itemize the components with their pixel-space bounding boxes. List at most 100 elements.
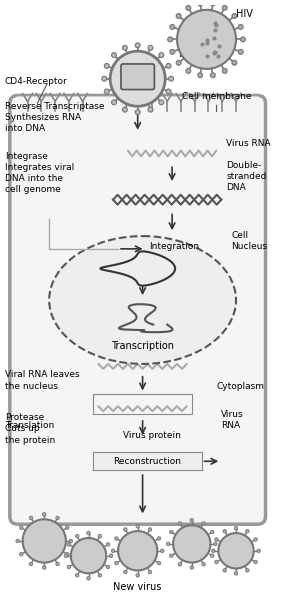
Circle shape: [241, 37, 245, 42]
Circle shape: [123, 46, 127, 50]
Circle shape: [232, 60, 237, 65]
Text: Cytoplasm: Cytoplasm: [216, 382, 264, 391]
Circle shape: [254, 560, 257, 564]
Circle shape: [169, 530, 173, 534]
Circle shape: [106, 543, 110, 546]
Circle shape: [56, 516, 59, 520]
Circle shape: [169, 554, 173, 558]
Circle shape: [157, 537, 161, 540]
Circle shape: [159, 100, 164, 105]
Circle shape: [115, 537, 118, 540]
Circle shape: [160, 549, 164, 552]
Circle shape: [87, 576, 90, 580]
Circle shape: [159, 53, 164, 58]
Circle shape: [87, 531, 90, 535]
FancyBboxPatch shape: [121, 64, 154, 89]
Circle shape: [16, 539, 19, 543]
Circle shape: [168, 37, 173, 42]
Circle shape: [210, 530, 214, 534]
Circle shape: [210, 554, 214, 558]
Circle shape: [75, 573, 79, 577]
Text: Protease
Cuts up
the protein: Protease Cuts up the protein: [5, 413, 55, 444]
Circle shape: [254, 538, 257, 541]
Circle shape: [212, 549, 215, 552]
Circle shape: [178, 562, 182, 566]
Circle shape: [232, 14, 237, 19]
Text: Transcription: Transcription: [111, 341, 174, 351]
Circle shape: [67, 543, 71, 546]
Circle shape: [190, 519, 194, 522]
Circle shape: [186, 68, 191, 73]
Circle shape: [111, 549, 115, 552]
Circle shape: [123, 107, 127, 112]
Circle shape: [198, 1, 203, 6]
Circle shape: [214, 542, 217, 546]
Circle shape: [124, 528, 127, 531]
Circle shape: [135, 110, 140, 114]
Text: New virus: New virus: [114, 582, 162, 592]
Circle shape: [238, 49, 243, 55]
Circle shape: [136, 574, 139, 577]
Circle shape: [178, 522, 182, 525]
Circle shape: [115, 561, 118, 565]
Circle shape: [98, 534, 102, 538]
Circle shape: [157, 561, 161, 565]
Circle shape: [218, 533, 254, 568]
Circle shape: [65, 552, 69, 556]
Circle shape: [166, 63, 171, 68]
Circle shape: [169, 76, 174, 81]
Circle shape: [75, 534, 79, 538]
Circle shape: [112, 100, 117, 105]
Circle shape: [238, 25, 243, 29]
Circle shape: [222, 68, 227, 73]
Circle shape: [223, 530, 226, 533]
Circle shape: [148, 570, 152, 574]
Circle shape: [106, 565, 110, 569]
Text: Reconstruction: Reconstruction: [114, 457, 182, 466]
Circle shape: [56, 562, 59, 565]
Circle shape: [71, 538, 106, 573]
Text: Double-
stranded
DNA: Double- stranded DNA: [226, 161, 267, 192]
Circle shape: [234, 527, 238, 530]
Circle shape: [148, 46, 153, 50]
Bar: [93, 452, 201, 470]
Circle shape: [42, 513, 46, 516]
Circle shape: [173, 525, 210, 562]
Circle shape: [215, 538, 218, 541]
Text: Cell
Nucleus: Cell Nucleus: [231, 231, 267, 251]
FancyBboxPatch shape: [10, 95, 266, 524]
Ellipse shape: [49, 236, 236, 364]
Circle shape: [102, 76, 107, 81]
Circle shape: [148, 107, 153, 112]
Text: CD4-Receptor: CD4-Receptor: [5, 77, 68, 86]
Circle shape: [104, 89, 109, 94]
Circle shape: [64, 554, 68, 558]
Text: Reverse Transcriptase
Synthesizes RNA
into DNA: Reverse Transcriptase Synthesizes RNA in…: [5, 102, 105, 133]
Circle shape: [118, 531, 157, 570]
Text: Translation: Translation: [5, 421, 54, 430]
Text: Viral RNA leaves
the nucleus: Viral RNA leaves the nucleus: [5, 370, 80, 391]
Circle shape: [112, 53, 117, 58]
Circle shape: [148, 528, 152, 531]
Circle shape: [19, 526, 23, 530]
Circle shape: [234, 571, 238, 575]
Circle shape: [222, 5, 227, 10]
Text: Integration: Integration: [149, 242, 200, 251]
Circle shape: [246, 568, 249, 572]
Circle shape: [215, 560, 218, 564]
Text: HIV: HIV: [236, 9, 253, 19]
Text: Integrase
Integrates viral
DNA into the
cell genome: Integrase Integrates viral DNA into the …: [5, 152, 74, 194]
Circle shape: [210, 1, 215, 6]
Circle shape: [190, 565, 194, 569]
Circle shape: [67, 565, 71, 569]
Circle shape: [65, 526, 69, 530]
Circle shape: [257, 549, 260, 552]
Circle shape: [177, 10, 236, 69]
Circle shape: [110, 51, 165, 106]
Circle shape: [69, 539, 72, 543]
Circle shape: [170, 25, 175, 29]
Circle shape: [166, 542, 170, 546]
Circle shape: [42, 565, 46, 569]
Circle shape: [29, 516, 33, 520]
Circle shape: [198, 72, 203, 78]
